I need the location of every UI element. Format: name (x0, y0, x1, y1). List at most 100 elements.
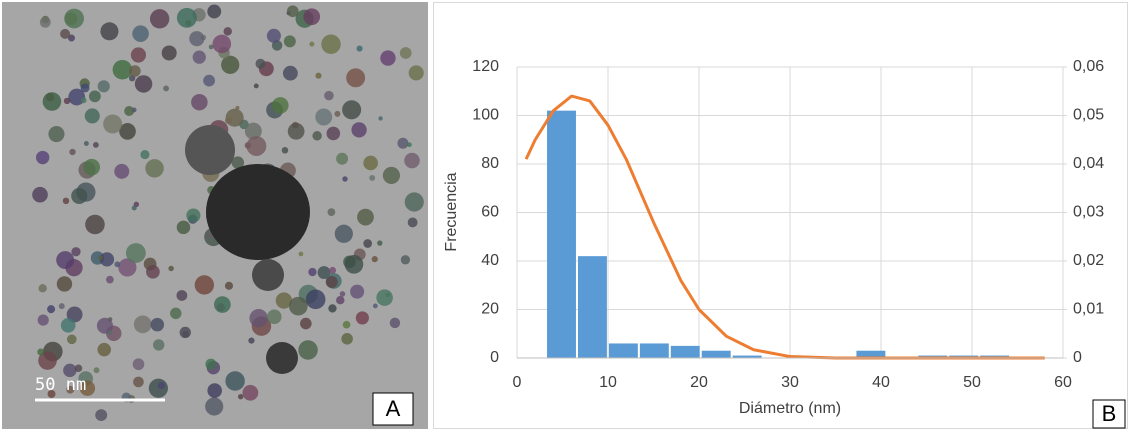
particle (325, 275, 338, 288)
panel-label-box (372, 392, 414, 426)
y-tick-label: 100 (472, 107, 499, 124)
particle (84, 108, 100, 124)
particle (48, 125, 65, 143)
particle (253, 83, 259, 89)
particle (150, 317, 165, 332)
particle (60, 28, 71, 39)
particle (400, 255, 411, 265)
particle (312, 131, 322, 141)
particle (80, 83, 90, 93)
particle (189, 31, 205, 47)
particle (287, 122, 305, 140)
particle (408, 65, 424, 81)
particle (369, 174, 376, 181)
bar (639, 343, 669, 358)
particle (99, 252, 115, 267)
particle (248, 337, 255, 344)
particle (97, 80, 110, 93)
particle (47, 305, 56, 314)
particle (317, 266, 331, 279)
particle (342, 176, 348, 182)
particle (328, 304, 337, 313)
particle (148, 378, 168, 398)
bar (577, 256, 607, 358)
particle (35, 150, 50, 165)
particle (132, 358, 145, 371)
particle (97, 342, 111, 357)
particle (275, 292, 293, 309)
particle (170, 307, 182, 320)
particle (163, 85, 170, 92)
x-tick-label: 40 (872, 374, 890, 391)
panel-label: B (1102, 401, 1117, 426)
particle (56, 251, 75, 270)
bar (547, 110, 576, 359)
particle (134, 75, 153, 93)
particle (407, 217, 418, 228)
particle (380, 50, 396, 66)
particle (192, 50, 206, 64)
particle (237, 393, 244, 400)
particle (39, 16, 51, 28)
particle (321, 34, 341, 55)
particle (326, 126, 341, 141)
particle (185, 125, 235, 175)
particle (363, 155, 378, 171)
particle (88, 90, 101, 103)
particle (339, 291, 346, 297)
particle (92, 142, 99, 148)
particle (382, 166, 400, 185)
particle (377, 240, 383, 246)
particle (286, 5, 299, 18)
particle (341, 333, 353, 345)
particle (112, 59, 133, 80)
particle (298, 251, 304, 257)
y-tick-label: 40 (481, 252, 499, 269)
particle (176, 290, 188, 301)
y2-tick-label: 0,03 (1073, 204, 1104, 221)
y-tick-label: 60 (481, 204, 499, 221)
particle (176, 220, 191, 235)
particle (324, 90, 334, 101)
particle (107, 330, 113, 336)
particle (371, 256, 378, 263)
particle (66, 385, 75, 394)
particle (282, 65, 298, 81)
particle (63, 363, 77, 378)
y-axis-title: Frecuencia (443, 172, 460, 251)
particle (249, 308, 268, 328)
particle (60, 318, 76, 333)
x-tick-label: 10 (599, 374, 617, 391)
particle (308, 267, 317, 277)
particle (168, 265, 174, 272)
particle (224, 281, 234, 290)
particle (255, 58, 266, 69)
particle (205, 397, 224, 416)
particle (114, 163, 130, 179)
particle (334, 110, 341, 117)
particle (315, 72, 322, 79)
particle (103, 114, 123, 134)
particle (288, 296, 308, 316)
particle (133, 315, 152, 334)
particle (327, 208, 336, 217)
particle (355, 311, 369, 325)
particle (244, 122, 262, 140)
particle (85, 214, 105, 235)
particle (106, 275, 114, 284)
particle (64, 8, 84, 29)
particle (266, 342, 298, 374)
particle (225, 371, 245, 391)
y2-tick-label: 0 (1073, 349, 1082, 366)
particle (58, 303, 65, 310)
particle (267, 309, 282, 325)
particle (124, 106, 135, 116)
y2-tick-label: 0,04 (1073, 155, 1104, 172)
particle (407, 142, 412, 148)
particle (125, 243, 146, 263)
particle (351, 122, 367, 138)
particle (83, 141, 89, 146)
particle (404, 192, 424, 212)
particle (42, 92, 62, 111)
particle (203, 74, 216, 87)
